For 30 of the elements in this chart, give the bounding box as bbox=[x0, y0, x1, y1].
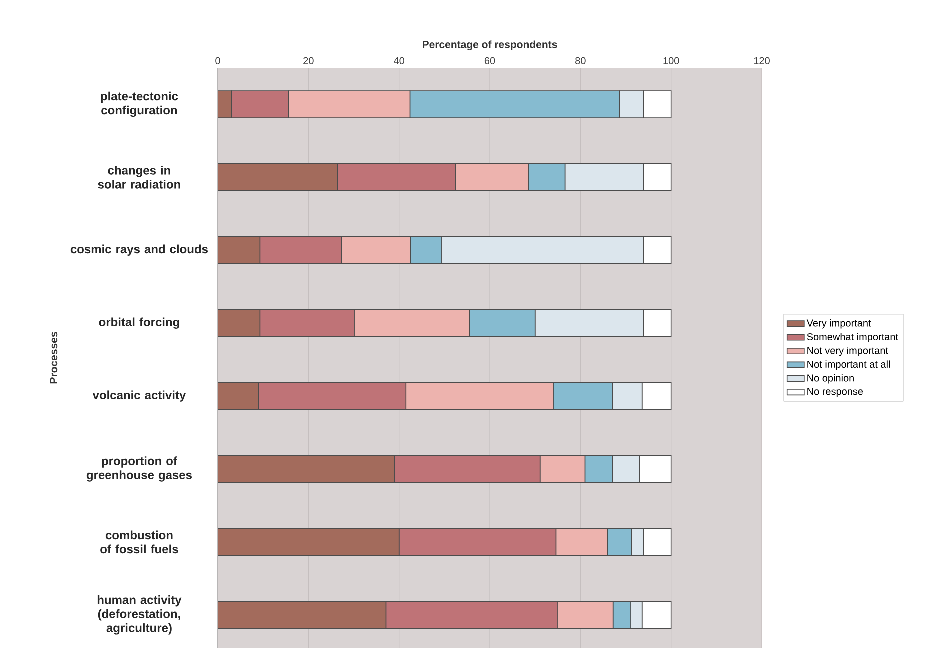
x-tick-label: 40 bbox=[394, 57, 405, 64]
y-tick-label: proportion of greenhouse gases bbox=[86, 456, 192, 482]
legend-label: No response bbox=[808, 388, 864, 397]
y-axis-title: Processes bbox=[50, 332, 58, 384]
legend-label: No opinion bbox=[808, 374, 854, 384]
legend-label: Very important bbox=[806, 319, 872, 329]
legend-label: Not very important bbox=[808, 346, 888, 356]
bar bbox=[218, 163, 338, 192]
bar bbox=[218, 601, 387, 629]
bar bbox=[218, 236, 261, 264]
bar bbox=[218, 382, 260, 410]
y-tick-label: volcanic activity bbox=[92, 390, 186, 402]
legend-label: Somewhat important bbox=[807, 333, 898, 342]
legend-label: Not important at all bbox=[808, 360, 890, 370]
y-tick-label: human activity (deforestation, agriculture) bbox=[98, 595, 182, 635]
x-axis-title: Percentage of respondents bbox=[423, 40, 558, 50]
y-tick-label: cosmic rays and clouds bbox=[70, 244, 208, 256]
y-tick-label: plate-tectonic configuration bbox=[101, 92, 178, 117]
bar bbox=[218, 455, 396, 484]
x-tick-label: 60 bbox=[484, 57, 496, 64]
bar bbox=[218, 528, 400, 556]
y-tick-label: orbital forcing bbox=[99, 318, 180, 329]
x-tick-label: 20 bbox=[304, 57, 314, 64]
x-tick-label: 120 bbox=[754, 57, 770, 64]
bar bbox=[218, 309, 261, 338]
x-tick-label: 80 bbox=[576, 57, 586, 64]
y-tick-label: changes in solar radiation bbox=[98, 166, 180, 189]
y-tick-label: combustion of fossil fuels bbox=[100, 530, 178, 554]
x-tick-label: 100 bbox=[664, 57, 680, 64]
x-tick-label: 0 bbox=[216, 57, 220, 64]
